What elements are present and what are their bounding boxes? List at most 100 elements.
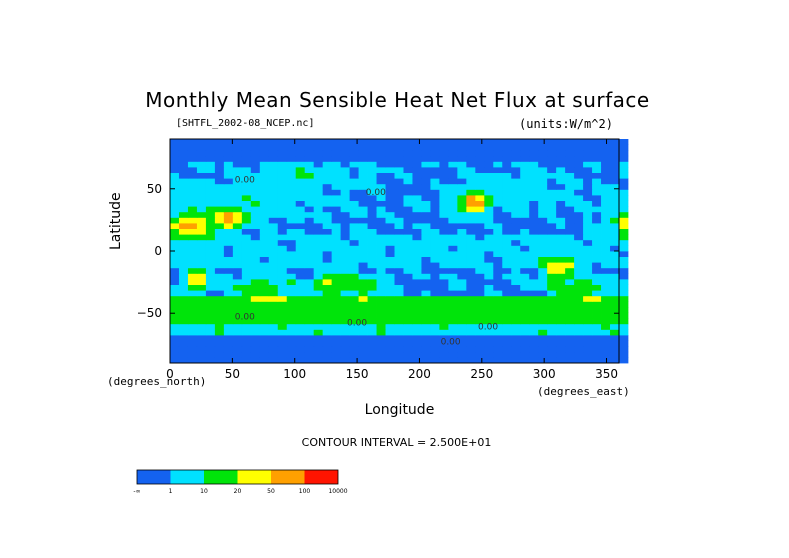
heatmap-cell <box>241 351 252 358</box>
heatmap-cell <box>295 307 306 313</box>
heatmap-cell <box>331 351 342 358</box>
heatmap-cell <box>358 295 368 302</box>
heatmap-cell <box>205 256 216 263</box>
heatmap-cell <box>205 346 216 353</box>
heatmap-cell <box>421 335 431 341</box>
heatmap-cell <box>295 223 306 229</box>
heatmap-cell <box>250 167 261 173</box>
heatmap-cell <box>170 155 180 162</box>
heatmap-cell <box>170 329 180 336</box>
heatmap-cell <box>322 262 333 269</box>
heatmap-cell <box>358 172 368 179</box>
heatmap-cell <box>268 211 279 218</box>
heatmap-cell <box>439 234 449 241</box>
heatmap-cell <box>448 206 458 213</box>
heatmap-cell <box>484 189 494 196</box>
heatmap-cell <box>583 262 593 269</box>
heatmap-cell <box>583 161 593 168</box>
heatmap-cell <box>367 295 377 302</box>
heatmap-cell <box>556 183 566 190</box>
heatmap-cell <box>187 312 198 319</box>
contour-value-label: 0.00 <box>441 337 461 347</box>
heatmap-cell <box>376 256 386 263</box>
heatmap-cell <box>376 245 386 252</box>
heatmap-cell <box>214 284 225 291</box>
heatmap-cell <box>592 228 602 235</box>
heatmap-cell <box>583 267 593 274</box>
heatmap-cell <box>268 195 279 201</box>
heatmap-cell <box>205 189 216 196</box>
heatmap-cell <box>430 206 440 213</box>
heatmap-cell <box>547 262 557 269</box>
heatmap-cell <box>448 155 458 162</box>
heatmap-cell <box>250 195 261 201</box>
heatmap-cell <box>376 172 386 179</box>
heatmap-cell <box>592 195 602 201</box>
heatmap-cell <box>574 351 584 358</box>
heatmap-cell <box>250 217 261 224</box>
heatmap-cell <box>430 189 440 196</box>
heatmap-cell <box>574 318 584 325</box>
heatmap-cell <box>250 189 261 196</box>
heatmap-cell <box>277 167 288 173</box>
heatmap-cell <box>475 234 485 241</box>
heatmap-cell <box>502 155 512 162</box>
heatmap-cell <box>439 155 449 162</box>
heatmap-cell <box>178 335 189 341</box>
heatmap-cell <box>484 295 494 302</box>
heatmap-cell <box>277 183 288 190</box>
heatmap-cell <box>493 167 503 173</box>
heatmap-cell <box>394 172 404 179</box>
heatmap-cell <box>556 178 566 185</box>
heatmap-cell <box>340 284 350 291</box>
heatmap-cell <box>170 284 180 291</box>
heatmap-cell <box>610 189 620 196</box>
heatmap-cell <box>259 318 270 325</box>
heatmap-cell <box>358 144 368 151</box>
heatmap-cell <box>232 256 243 263</box>
heatmap-cell <box>304 290 315 297</box>
heatmap-cell <box>538 346 548 353</box>
heatmap-cell <box>547 351 557 358</box>
heatmap-cell <box>205 279 216 285</box>
heatmap-cell <box>583 178 593 185</box>
heatmap-cell <box>223 318 234 325</box>
heatmap-cell <box>196 340 207 347</box>
heatmap-cell <box>358 251 368 257</box>
heatmap-cell <box>574 323 584 330</box>
heatmap-cell <box>592 155 602 162</box>
heatmap-cell <box>214 172 225 179</box>
heatmap-cell <box>493 150 503 157</box>
heatmap-cell <box>277 239 288 246</box>
heatmap-cell <box>214 346 225 353</box>
heatmap-cell <box>538 206 548 213</box>
heatmap-cell <box>493 273 503 280</box>
heatmap-cell <box>583 155 593 162</box>
heatmap-cell <box>466 279 476 285</box>
heatmap-cell <box>457 223 467 229</box>
heatmap-cell <box>349 167 359 173</box>
heatmap-cell <box>484 178 494 185</box>
heatmap-cell <box>268 262 279 269</box>
heatmap-cell <box>367 206 377 213</box>
heatmap-cell <box>475 340 485 347</box>
heatmap-cell <box>331 273 342 280</box>
heatmap-cell <box>313 295 324 302</box>
heatmap-cell <box>475 273 485 280</box>
heatmap-cell <box>277 329 288 336</box>
heatmap-cell <box>214 195 225 201</box>
heatmap-cell <box>313 234 324 241</box>
contour-interval-label: CONTOUR INTERVAL = 2.500E+01 <box>301 436 492 449</box>
heatmap-cell <box>403 245 413 252</box>
heatmap-cell <box>556 200 566 207</box>
heatmap-cell <box>619 290 629 297</box>
heatmap-cell <box>529 351 539 358</box>
heatmap-cell <box>358 245 368 252</box>
heatmap-cell <box>232 329 243 336</box>
heatmap-cell <box>592 223 602 229</box>
heatmap-cell <box>376 144 386 151</box>
heatmap-cell <box>529 340 539 347</box>
heatmap-cell <box>493 234 503 241</box>
heatmap-cell <box>511 206 521 213</box>
heatmap-cell <box>286 273 297 280</box>
